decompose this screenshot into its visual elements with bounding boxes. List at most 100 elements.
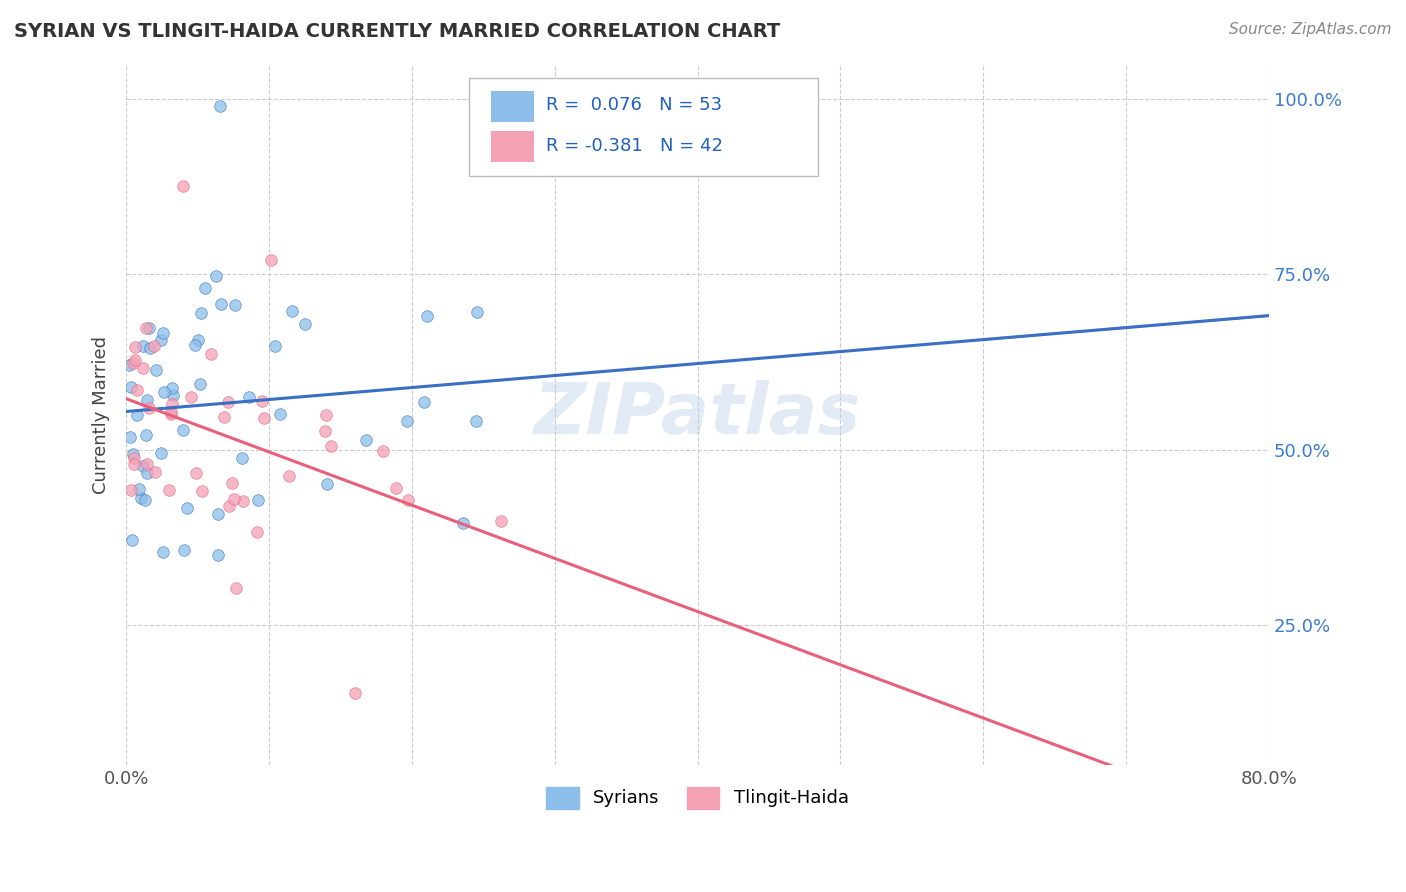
Point [152,545,174,559]
Point [238,390,260,404]
Point [136,457,159,471]
Point [138,401,160,415]
Point [152,384,174,399]
Point [232,494,254,508]
Point [142,339,165,353]
Point [131,361,153,376]
Point [489,514,512,528]
Point [356,433,378,447]
Point [209,297,232,311]
Point [252,411,274,425]
Point [149,333,172,347]
Text: R = -0.381   N = 42: R = -0.381 N = 42 [546,137,723,155]
Point [246,493,269,508]
Point [224,491,246,506]
Point [200,347,222,361]
Point [264,339,287,353]
Point [416,310,439,324]
Point [135,428,157,442]
Point [143,465,166,479]
Point [231,451,253,466]
Point [321,439,343,453]
Point [396,492,419,507]
Point [183,338,205,352]
Point [184,466,207,480]
Point [160,381,183,395]
Point [159,405,181,419]
Point [395,414,418,428]
Point [152,326,174,341]
Point [269,407,291,421]
Point [127,383,149,397]
Point [118,430,141,444]
Point [207,507,229,521]
Point [208,99,231,113]
Point [131,491,153,506]
Point [118,358,141,372]
Point [205,268,228,283]
Point [246,525,269,540]
Y-axis label: Currently Married: Currently Married [93,335,110,493]
Point [124,353,146,368]
Point [221,475,243,490]
Point [224,298,246,312]
Point [124,340,146,354]
Point [412,395,434,409]
Point [217,395,239,409]
Point [218,499,240,513]
Point [160,407,183,421]
Point [139,341,162,355]
Point [149,446,172,460]
Point [316,476,339,491]
Point [371,444,394,458]
Point [173,542,195,557]
Bar [491,130,534,161]
Point [344,686,367,700]
Point [125,409,148,423]
Point [453,516,475,530]
Point [187,334,209,348]
Point [180,390,202,404]
Point [176,500,198,515]
Text: ZIPatlas: ZIPatlas [534,380,862,450]
Point [132,458,155,473]
Point [157,483,180,498]
Point [122,451,145,466]
Point [212,409,235,424]
Point [188,377,211,392]
Point [120,483,142,498]
Point [190,305,212,319]
Point [120,380,142,394]
Point [191,483,214,498]
Point [122,458,145,472]
Point [138,321,160,335]
Text: SYRIAN VS TLINGIT-HAIDA CURRENTLY MARRIED CORRELATION CHART: SYRIAN VS TLINGIT-HAIDA CURRENTLY MARRIE… [14,22,780,41]
Point [135,466,157,480]
Point [134,493,156,508]
Legend: Syrians, Tlingit-Haida: Syrians, Tlingit-Haida [538,780,856,816]
Point [145,363,167,377]
Point [294,317,316,331]
Point [172,179,194,194]
Point [160,397,183,411]
Point [278,469,301,483]
Point [225,581,247,595]
Text: R =  0.076   N = 53: R = 0.076 N = 53 [546,96,721,114]
Point [172,423,194,437]
Point [464,414,486,428]
Point [194,280,217,294]
Point [121,533,143,547]
Point [135,321,157,335]
Point [280,304,302,318]
Point [315,409,337,423]
Point [135,393,157,408]
Point [207,548,229,562]
Point [314,425,336,439]
Point [260,253,283,268]
Point [385,481,408,495]
Bar [491,91,534,121]
Point [465,305,488,319]
Point [162,387,184,401]
Text: Source: ZipAtlas.com: Source: ZipAtlas.com [1229,22,1392,37]
Point [122,447,145,461]
